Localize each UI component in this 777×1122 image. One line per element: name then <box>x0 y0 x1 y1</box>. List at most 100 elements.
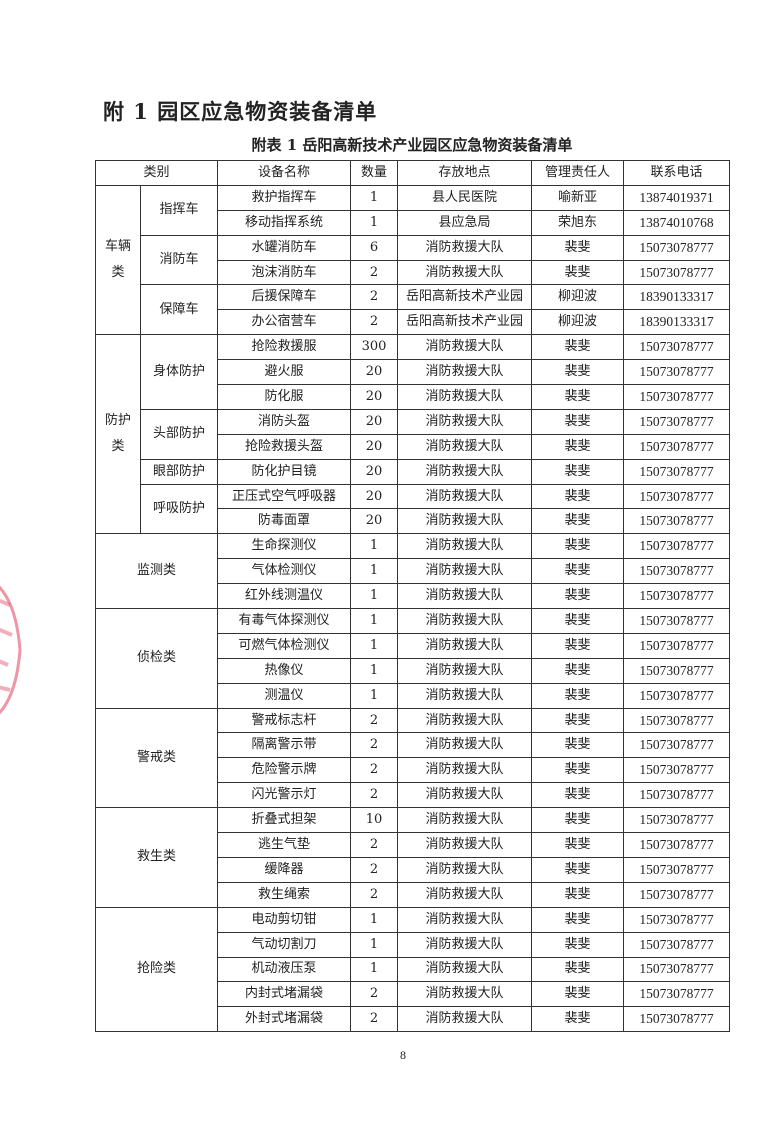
subcategory-cell: 指挥车 <box>139 184 219 236</box>
item-name: 抢险救援头盔 <box>217 433 352 460</box>
item-qty: 2 <box>350 832 399 858</box>
item-location: 岳阳高新技术产业园 <box>397 309 533 336</box>
item-phone: 15073078777 <box>623 483 731 510</box>
item-name: 机动液压泵 <box>217 956 352 983</box>
item-name: 可燃气体检测仪 <box>217 632 352 659</box>
category-cell: 救生类 <box>94 807 219 908</box>
item-manager: 裴斐 <box>531 906 625 933</box>
item-phone: 15073078777 <box>623 608 731 634</box>
item-qty: 1 <box>350 931 399 958</box>
table-row: 呼吸防护 正压式空气呼吸器 20 消防救援大队 裴斐 15073078777 <box>96 483 731 535</box>
item-name: 后援保障车 <box>217 284 352 311</box>
header-manager: 管理责任人 <box>531 160 625 186</box>
item-qty: 2 <box>350 284 399 311</box>
table-row: 气体检测仪 1 消防救援大队 裴斐 15073078777 <box>96 558 731 585</box>
item-manager: 裴斐 <box>531 558 625 585</box>
item-manager: 裴斐 <box>531 1006 625 1033</box>
item-phone: 15073078777 <box>623 782 731 809</box>
table-row: 抢险类 电动剪切钳 1 消防救援大队 裴斐 15073078777 <box>94 906 731 1033</box>
item-location: 消防救援大队 <box>397 832 533 858</box>
item-phone: 15073078777 <box>623 583 731 610</box>
item-manager: 喻新亚 <box>531 184 625 211</box>
section-heading: 附 1 园区应急物资装备清单 <box>103 99 378 124</box>
subcategory-cell: 呼吸防护 <box>139 483 219 535</box>
table-row: 缓降器 2 消防救援大队 裴斐 15073078777 <box>96 856 731 883</box>
item-location: 消防救援大队 <box>397 433 533 460</box>
item-phone: 15073078777 <box>623 657 731 684</box>
item-name: 防毒面罩 <box>217 508 352 535</box>
item-name: 救护指挥车 <box>217 184 352 211</box>
item-qty: 1 <box>350 657 399 684</box>
item-location: 消防救援大队 <box>397 533 533 560</box>
item-phone: 15073078777 <box>623 856 731 883</box>
item-qty: 20 <box>350 384 399 410</box>
item-manager: 裴斐 <box>531 881 625 908</box>
item-manager: 柳迎波 <box>531 309 625 336</box>
item-phone: 13874010768 <box>623 209 731 236</box>
item-manager: 裴斐 <box>531 832 625 858</box>
item-qty: 2 <box>350 309 399 336</box>
item-manager: 裴斐 <box>531 807 625 834</box>
item-name: 防化护目镜 <box>217 458 352 485</box>
subcategory-cell: 眼部防护 <box>139 458 219 485</box>
item-name: 救生绳索 <box>217 881 352 908</box>
item-phone: 15073078777 <box>623 981 731 1008</box>
item-name: 水罐消防车 <box>217 234 352 261</box>
table-row: 车辆类 指挥车 救护指挥车 1 县人民医院 喻新亚 13874019371 <box>95 184 731 336</box>
table-row: 救生绳索 2 消防救援大队 裴斐 15073078777 <box>96 881 731 908</box>
item-name: 逃生气垫 <box>217 832 352 858</box>
category-cell: 警戒类 <box>94 707 219 809</box>
table-row: 侦检类 有毒气体探测仪 1 消防救援大队 裴斐 15073078777 <box>94 608 731 709</box>
item-qty: 20 <box>350 508 399 535</box>
item-name: 测温仪 <box>217 682 352 709</box>
item-location: 消防救援大队 <box>397 956 533 983</box>
item-manager: 荣旭东 <box>531 209 625 236</box>
category-cell: 防护类 <box>95 334 141 535</box>
item-qty: 2 <box>350 856 399 883</box>
item-manager: 裴斐 <box>531 334 625 361</box>
category-cell: 侦检类 <box>94 608 219 709</box>
item-qty: 1 <box>350 583 399 610</box>
table-row: 消防车 水罐消防车 6 消防救援大队 裴斐 15073078777 <box>96 234 731 286</box>
item-manager: 裴斐 <box>531 856 625 883</box>
item-phone: 15073078777 <box>623 508 731 535</box>
item-location: 消防救援大队 <box>397 931 533 958</box>
item-qty: 2 <box>350 757 399 784</box>
item-phone: 15073078777 <box>623 707 731 734</box>
item-name: 抢险救援服 <box>217 334 352 361</box>
item-manager: 裴斐 <box>531 384 625 410</box>
item-phone: 15073078777 <box>623 732 731 759</box>
item-manager: 裴斐 <box>531 657 625 684</box>
item-qty: 2 <box>350 1006 399 1033</box>
item-qty: 20 <box>350 359 399 386</box>
table-row: 闪光警示灯 2 消防救援大队 裴斐 15073078777 <box>96 782 731 809</box>
item-phone: 15073078777 <box>623 384 731 410</box>
item-location: 消防救援大队 <box>397 234 533 261</box>
item-location: 消防救援大队 <box>397 408 533 435</box>
item-manager: 裴斐 <box>531 408 625 435</box>
item-manager: 裴斐 <box>531 433 625 460</box>
item-manager: 裴斐 <box>531 757 625 784</box>
item-phone: 18390133317 <box>623 284 731 311</box>
item-name: 内封式堵漏袋 <box>217 981 352 1008</box>
table-row: 眼部防护 防化护目镜 20 消防救援大队 裴斐 15073078777 <box>96 458 731 485</box>
item-name: 热像仪 <box>217 657 352 684</box>
item-qty: 2 <box>350 732 399 759</box>
item-name: 移动指挥系统 <box>217 209 352 236</box>
table-caption: 附表 1 岳阳高新技术产业园区应急物资装备清单 <box>251 136 573 154</box>
item-phone: 15073078777 <box>623 1006 731 1033</box>
item-name: 隔离警示带 <box>217 732 352 759</box>
item-phone: 18390133317 <box>623 309 731 336</box>
item-manager: 裴斐 <box>531 707 625 734</box>
item-location: 消防救援大队 <box>397 757 533 784</box>
item-manager: 裴斐 <box>531 483 625 510</box>
item-location: 消防救援大队 <box>397 384 533 410</box>
item-manager: 裴斐 <box>531 259 625 286</box>
item-name: 防化服 <box>217 384 352 410</box>
item-location: 岳阳高新技术产业园 <box>397 284 533 311</box>
item-qty: 20 <box>350 483 399 510</box>
item-name: 折叠式担架 <box>217 807 352 834</box>
item-name: 缓降器 <box>217 856 352 883</box>
table-row: 防护类 身体防护 抢险救援服 300 消防救援大队 裴斐 15073078777 <box>95 334 731 535</box>
item-phone: 15073078777 <box>623 234 731 261</box>
